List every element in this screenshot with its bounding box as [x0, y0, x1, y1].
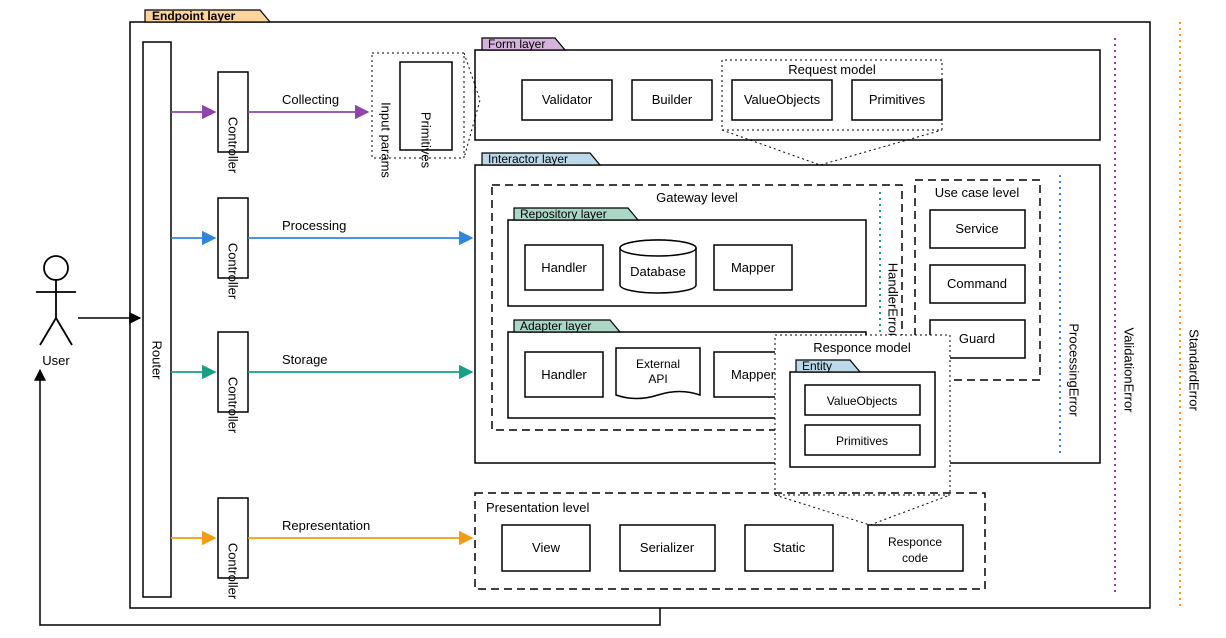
- interactor-layer-tab-label: Interactor layer: [488, 152, 568, 166]
- database-label: Database: [630, 264, 686, 279]
- processing-error-label: ProcessingError: [1067, 323, 1082, 417]
- standard-error-label: StandardError: [1187, 329, 1202, 411]
- repo-mapper-label: Mapper: [731, 260, 776, 275]
- gateway-level-label: Gateway level: [656, 190, 738, 205]
- serializer-label: Serializer: [640, 540, 695, 555]
- entity-primitives-label: Primitives: [836, 434, 888, 448]
- input-params-label: Input params: [379, 102, 394, 178]
- responce-code-label-1: Responce: [888, 535, 942, 549]
- router-label: Router: [150, 340, 165, 380]
- external-api-label-1: External: [636, 357, 680, 371]
- use-case-level-label: Use case level: [935, 185, 1020, 200]
- form-layer-tab-label: Form layer: [488, 37, 545, 51]
- entity-tab-label: Entity: [802, 359, 832, 373]
- external-api-label-2: API: [648, 372, 667, 386]
- response-model-label: Responce model: [813, 340, 911, 355]
- handler-error-label: HandlerError: [886, 263, 901, 338]
- storage-label: Storage: [282, 352, 328, 367]
- controller-3-label: Controller: [226, 377, 241, 434]
- entity-valueobjects-label: ValueObjects: [827, 394, 897, 408]
- responce-code-label-2: code: [902, 551, 928, 565]
- controller-4-label: Controller: [226, 543, 241, 600]
- router-box: [143, 42, 171, 597]
- adapter-handler-label: Handler: [541, 367, 587, 382]
- adapter-mapper-label: Mapper: [731, 367, 776, 382]
- input-primitives-label: Primitives: [419, 112, 434, 169]
- validation-error-label: ValidationError: [1122, 327, 1137, 413]
- command-label: Command: [947, 276, 1007, 291]
- representation-label: Representation: [282, 518, 370, 533]
- valueobjects-form-label: ValueObjects: [744, 92, 821, 107]
- request-model-label: Request model: [788, 62, 876, 77]
- primitives-form-label: Primitives: [869, 92, 926, 107]
- endpoint-layer-tab-label: Endpoint layer: [152, 9, 236, 23]
- service-label: Service: [955, 221, 998, 236]
- collecting-label: Collecting: [282, 92, 339, 107]
- builder-label: Builder: [652, 92, 693, 107]
- architecture-diagram: StandardError Endpoint layer ValidationE…: [0, 0, 1226, 638]
- repository-layer-tab-label: Repository layer: [520, 207, 607, 221]
- user-label: User: [42, 353, 70, 368]
- view-label: View: [532, 540, 561, 555]
- controller-2-label: Controller: [226, 243, 241, 300]
- presentation-level-label: Presentation level: [486, 500, 589, 515]
- static-label: Static: [773, 540, 806, 555]
- validator-label: Validator: [542, 92, 593, 107]
- guard-label: Guard: [959, 331, 995, 346]
- processing-label: Processing: [282, 218, 346, 233]
- adapter-layer-tab-label: Adapter layer: [520, 319, 591, 333]
- repo-handler-label: Handler: [541, 260, 587, 275]
- user-actor-icon: [36, 256, 76, 345]
- controller-1-label: Controller: [226, 117, 241, 174]
